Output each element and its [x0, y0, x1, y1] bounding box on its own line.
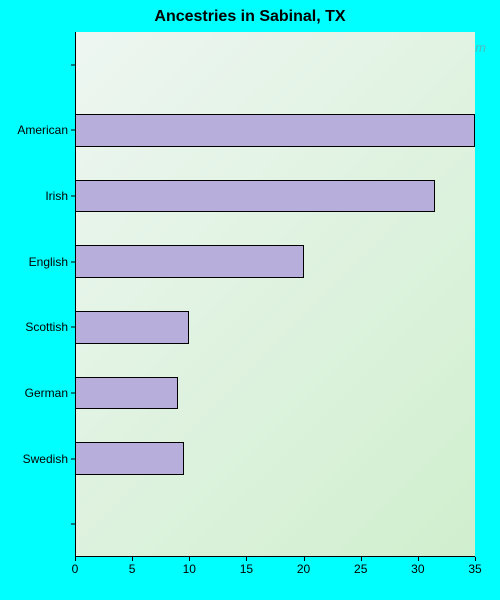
- y-label-german: German: [25, 386, 68, 400]
- x-tick-mark: [75, 557, 76, 561]
- y-tick-mark: [71, 64, 75, 65]
- y-label-american: American: [17, 123, 68, 137]
- x-label-25: 25: [354, 562, 367, 576]
- y-label-swedish: Swedish: [23, 452, 68, 466]
- x-axis-line: [75, 556, 475, 557]
- x-label-10: 10: [183, 562, 196, 576]
- bar-scottish: [75, 311, 189, 344]
- x-tick-mark: [132, 557, 133, 561]
- page-root: Ancestries in Sabinal, TX City-Data.com …: [0, 0, 500, 600]
- x-tick-mark: [189, 557, 190, 561]
- bar-irish: [75, 180, 435, 213]
- x-label-0: 0: [72, 562, 79, 576]
- x-label-35: 35: [468, 562, 481, 576]
- y-axis-line: [75, 32, 76, 557]
- y-tick-mark: [71, 392, 75, 393]
- x-label-20: 20: [297, 562, 310, 576]
- y-tick-mark: [71, 327, 75, 328]
- plot-background: [75, 32, 475, 557]
- chart-title: Ancestries in Sabinal, TX: [0, 8, 500, 26]
- y-tick-mark: [71, 458, 75, 459]
- y-tick-mark: [71, 261, 75, 262]
- y-label-english: English: [29, 255, 68, 269]
- x-tick-mark: [361, 557, 362, 561]
- x-tick-mark: [304, 557, 305, 561]
- x-label-5: 5: [129, 562, 136, 576]
- x-tick-mark: [246, 557, 247, 561]
- bar-swedish: [75, 442, 184, 475]
- x-tick-mark: [418, 557, 419, 561]
- y-tick-mark: [71, 524, 75, 525]
- x-tick-mark: [475, 557, 476, 561]
- bar-german: [75, 377, 178, 410]
- bar-american: [75, 114, 475, 147]
- y-tick-mark: [71, 196, 75, 197]
- x-label-30: 30: [411, 562, 424, 576]
- plot-area: [75, 32, 475, 557]
- bar-english: [75, 245, 304, 278]
- y-label-scottish: Scottish: [25, 320, 68, 334]
- x-label-15: 15: [240, 562, 253, 576]
- y-tick-mark: [71, 130, 75, 131]
- y-label-irish: Irish: [45, 189, 68, 203]
